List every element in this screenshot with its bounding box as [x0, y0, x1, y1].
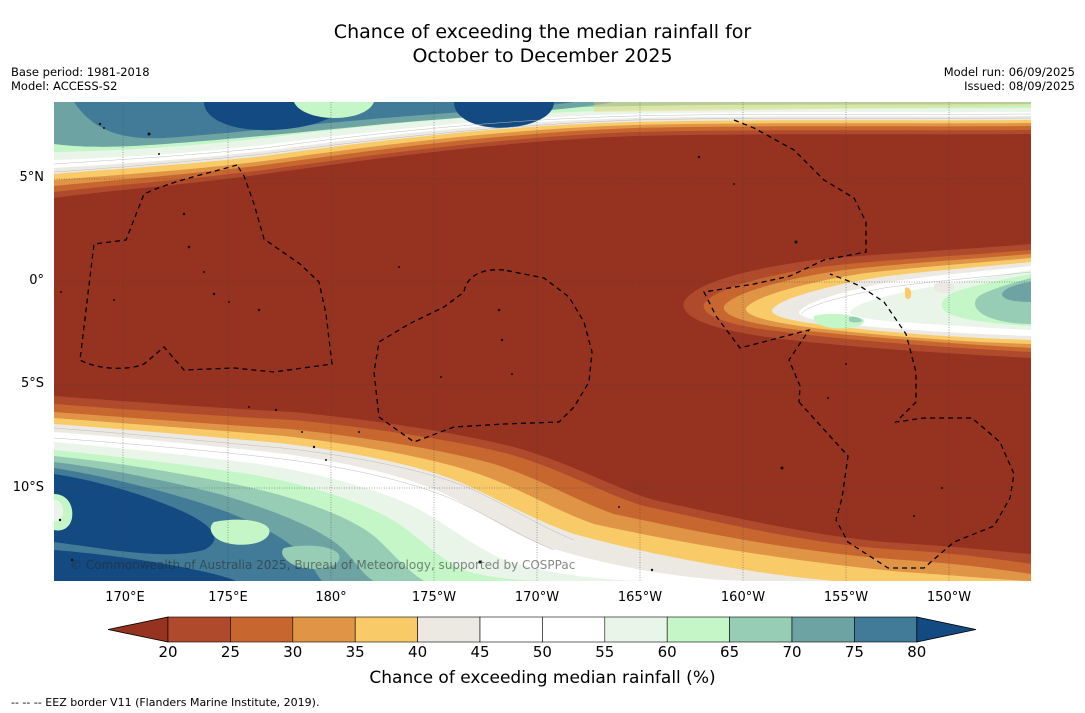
colorbar-tick-label: 50 [532, 643, 552, 661]
title-line-1: Chance of exceeding the median rainfall … [333, 21, 752, 43]
colorbar-extend-low [108, 616, 169, 643]
colorbar-tick-label: 80 [907, 643, 927, 661]
lon-label-165w: 165°W [617, 590, 663, 605]
colorbar [108, 616, 977, 643]
colorbar-cell [417, 616, 481, 643]
model-name: Model: ACCESS-S2 [11, 79, 118, 93]
eez-legend-note: -- -- -- EEZ border V11 (Flanders Marine… [11, 696, 320, 709]
lon-label-180: 180° [315, 590, 347, 605]
lon-label-150w: 150°W [926, 590, 972, 605]
title-line-2: October to December 2025 [412, 45, 673, 67]
gridlines [54, 102, 1031, 581]
south-band [54, 396, 1031, 581]
colorbar-cell [666, 616, 730, 643]
copyright-notice: © Commonwealth of Australia 2025, Bureau… [70, 558, 576, 572]
colorbar-tick-label: 40 [408, 643, 428, 661]
meta-right: Model run: 06/09/2025 Issued: 08/09/2025 [944, 65, 1075, 93]
colorbar-tick-label: 70 [782, 643, 802, 661]
lon-label-155w: 155°W [823, 590, 869, 605]
issued-date: Issued: 08/09/2025 [964, 79, 1075, 93]
lon-label-160w: 160°W [720, 590, 766, 605]
colorbar-tick-label: 20 [158, 643, 178, 661]
lon-label-175e: 175°E [208, 590, 248, 605]
lat-label-5s: 5°S [20, 376, 44, 391]
lat-label-0: 0° [29, 273, 44, 288]
colorbar-tick-label: 65 [720, 643, 740, 661]
colorbar-tick-label: 55 [595, 643, 615, 661]
colorbar-tick-label: 35 [345, 643, 365, 661]
rainfall-map [54, 102, 1031, 581]
lat-label-10s: 10°S [12, 480, 44, 495]
eez-borders [79, 119, 1015, 569]
colorbar-cell [729, 616, 793, 643]
colorbar-cell [230, 616, 294, 643]
colorbar-cell [479, 616, 543, 643]
colorbar-cell [854, 616, 918, 643]
colorbar-tick-label: 25 [220, 643, 240, 661]
colorbar-label: Chance of exceeding median rainfall (%) [369, 668, 716, 688]
lat-label-5n: 5°N [19, 170, 45, 185]
colorbar-cell [167, 616, 231, 643]
colorbar-cell [292, 616, 356, 643]
lon-label-170e: 170°E [105, 590, 145, 605]
north-band [54, 102, 1031, 198]
colorbar-cell [354, 616, 418, 643]
colorbar-tick-label: 45 [470, 643, 490, 661]
colorbar-tick-label: 75 [844, 643, 864, 661]
colorbar-tick-label: 60 [657, 643, 677, 661]
islands [58, 122, 943, 572]
meta-left: Base period: 1981-2018 Model: ACCESS-S2 [11, 65, 150, 93]
lon-label-170w: 170°W [514, 590, 560, 605]
map-title: Chance of exceeding the median rainfall … [0, 20, 1085, 68]
colorbar-cell [542, 616, 606, 643]
base-period: Base period: 1981-2018 [11, 65, 150, 79]
colorbar-tick-label: 30 [283, 643, 303, 661]
colorbar-extend-high [916, 616, 977, 643]
colorbar-cell [604, 616, 668, 643]
lon-label-175w: 175°W [411, 590, 457, 605]
colorbar-cell [791, 616, 855, 643]
model-run: Model run: 06/09/2025 [943, 65, 1075, 79]
contour-lines [54, 113, 1031, 551]
rainfall-map-svg [54, 102, 1031, 581]
